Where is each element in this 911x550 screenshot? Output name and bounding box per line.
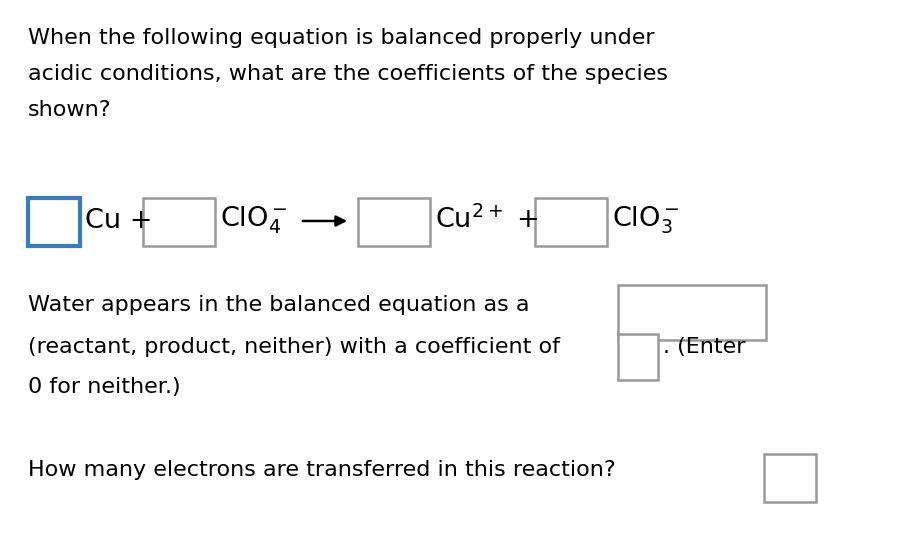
FancyBboxPatch shape [535, 198, 607, 246]
Text: Cu$^{2+}$ +: Cu$^{2+}$ + [435, 206, 537, 234]
Text: Water appears in the balanced equation as a: Water appears in the balanced equation a… [28, 295, 529, 315]
Text: . (Enter: . (Enter [662, 337, 744, 357]
Text: shown?: shown? [28, 100, 111, 120]
Text: acidic conditions, what are the coefficients of the species: acidic conditions, what are the coeffici… [28, 64, 667, 84]
Text: 0 for neither.): 0 for neither.) [28, 377, 180, 397]
FancyBboxPatch shape [28, 198, 80, 246]
Text: (reactant, product, neither) with a coefficient of: (reactant, product, neither) with a coef… [28, 337, 559, 357]
Text: Cu +: Cu + [85, 208, 152, 234]
FancyBboxPatch shape [618, 334, 657, 380]
FancyBboxPatch shape [143, 198, 215, 246]
Text: When the following equation is balanced properly under: When the following equation is balanced … [28, 28, 654, 48]
Text: ClO$_3^-$: ClO$_3^-$ [611, 204, 679, 236]
Text: ClO$_4^-$: ClO$_4^-$ [220, 204, 287, 236]
FancyBboxPatch shape [358, 198, 429, 246]
Text: How many electrons are transferred in this reaction?: How many electrons are transferred in th… [28, 460, 615, 480]
FancyBboxPatch shape [618, 285, 765, 340]
FancyBboxPatch shape [763, 454, 815, 502]
